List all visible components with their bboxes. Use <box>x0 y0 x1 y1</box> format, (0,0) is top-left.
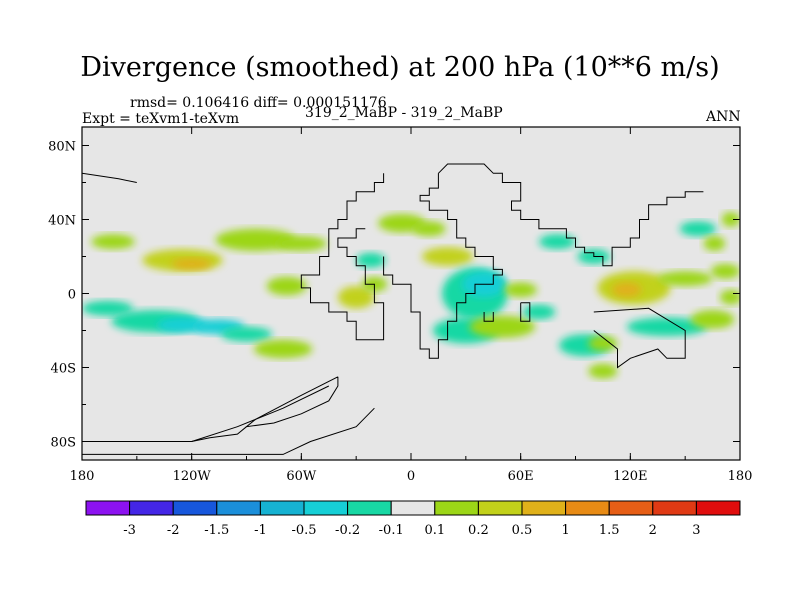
colorbar-label: 3 <box>692 523 700 538</box>
colorbar-label: 2 <box>649 523 657 538</box>
coastline <box>244 376 339 428</box>
coastline <box>383 173 503 359</box>
coastline <box>191 426 247 442</box>
field-patch <box>266 276 307 296</box>
coastline <box>520 302 531 322</box>
colorbar-box <box>652 500 697 516</box>
field-patch <box>612 282 642 298</box>
colorbar-box <box>695 500 741 516</box>
field-patch <box>538 234 576 250</box>
field-patch <box>171 258 212 270</box>
divergence-field <box>82 212 740 379</box>
field-patch <box>337 286 375 309</box>
colorbar-box <box>347 500 392 516</box>
field-patch <box>626 317 708 337</box>
y-tick-label: 40N <box>48 214 76 229</box>
coastline <box>82 172 137 183</box>
colorbar-label: 0.2 <box>468 523 489 538</box>
stats-text: rmsd= 0.106416 diff= 0.000151176 <box>130 95 387 111</box>
colorbar-box <box>565 500 610 516</box>
y-axis: 80N 40N 0 40S 80S <box>48 140 740 451</box>
colorbar-label: -0.5 <box>291 523 316 538</box>
left-string: Expt = teXvm1-teXvm <box>82 111 240 127</box>
x-tick-label: 0 <box>407 469 415 484</box>
field-patch <box>215 228 296 251</box>
colorbar-box <box>216 500 261 516</box>
field-patch <box>504 282 538 298</box>
colorbar-label: 1 <box>561 523 569 538</box>
field-patch <box>679 221 717 237</box>
x-tick-label: 180 <box>728 469 753 484</box>
field-patch <box>82 300 134 316</box>
field-patch <box>220 326 273 342</box>
field-patch <box>588 363 618 379</box>
field-patch <box>721 212 740 227</box>
colorbar-box <box>477 500 523 516</box>
field-patch <box>522 304 556 320</box>
x-tick-label: 60W <box>286 469 317 484</box>
field-patch <box>703 236 726 251</box>
x-tick-label: 120W <box>173 469 212 484</box>
colorbar-box <box>259 500 305 516</box>
center-string: 319_2_MaBP - 319_2_MaBP <box>305 105 503 121</box>
colorbar-box <box>434 500 479 516</box>
colorbar-box <box>521 500 567 516</box>
colorbar-label: -3 <box>123 523 136 538</box>
right-string: ANN <box>706 109 741 125</box>
field-patch <box>412 221 446 237</box>
y-tick-label: 80N <box>48 140 76 155</box>
colorbar-box <box>172 500 218 516</box>
plot-title: Divergence (smoothed) at 200 hPa (10**6 … <box>80 52 720 83</box>
coastline <box>483 312 494 322</box>
field-patch <box>91 234 136 250</box>
colorbar-box <box>85 500 131 516</box>
coastline <box>82 385 330 442</box>
y-tick-label: 0 <box>68 288 76 303</box>
x-tick-label: 60E <box>508 469 534 484</box>
colorbar-label: 0.1 <box>424 523 445 538</box>
field-patch <box>469 315 536 338</box>
field-patch <box>710 263 740 279</box>
colorbar-label: 0.5 <box>512 523 533 538</box>
coastline <box>593 307 686 369</box>
colorbar-label: -1 <box>254 523 267 538</box>
colorbar-box <box>390 500 436 516</box>
colorbar: -3 -2 -1.5 -1 -0.5 -0.2 -0.1 0.1 0.2 0.5 1 1.5 2 3 <box>85 500 741 538</box>
coastline <box>438 163 704 267</box>
colorbar-box <box>303 500 349 516</box>
field-patch <box>719 289 740 305</box>
x-tick-label: 120E <box>613 469 647 484</box>
field-patch <box>253 339 313 359</box>
coastline <box>300 173 385 341</box>
x-tick-label: 180 <box>70 469 95 484</box>
field-patch <box>588 336 618 351</box>
colorbar-box <box>608 500 654 516</box>
colorbar-label: -2 <box>167 523 180 538</box>
y-tick-label: 40S <box>51 362 76 377</box>
coastline <box>82 407 375 455</box>
field-patch <box>275 236 327 251</box>
coastlines <box>82 163 704 455</box>
x-axis: 180 120W 60W 0 60E 120E 180 <box>70 127 753 484</box>
colorbar-box <box>129 500 174 516</box>
colorbar-label: -0.1 <box>379 523 404 538</box>
colorbar-label: -0.2 <box>335 523 360 538</box>
colorbar-label: -1.5 <box>204 523 229 538</box>
field-patch <box>690 310 735 329</box>
field-patch <box>421 247 474 266</box>
colorbar-label: 1.5 <box>599 523 620 538</box>
field-patch <box>657 271 713 287</box>
y-tick-label: 80S <box>51 436 76 451</box>
field-patch <box>356 252 386 268</box>
